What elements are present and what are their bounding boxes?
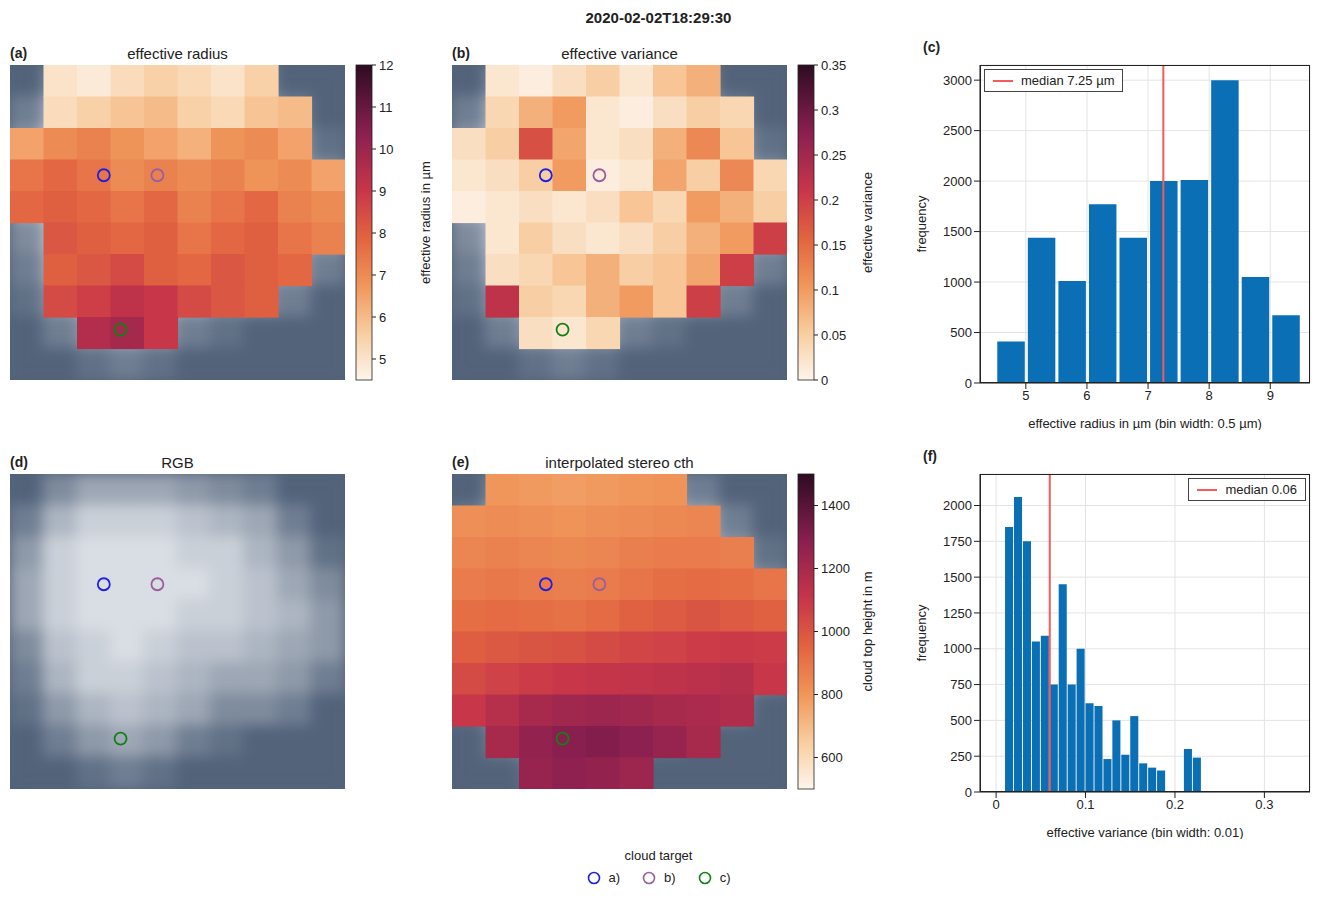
- html-text:cloud target: cloud target: [624, 848, 693, 863]
- svg-text:7: 7: [379, 268, 386, 283]
- html-text:a): a): [608, 870, 621, 885]
- svg-text:1000: 1000: [943, 641, 972, 656]
- svg-text:800: 800: [821, 687, 843, 702]
- svg-text:2500: 2500: [943, 123, 972, 138]
- html-text:effective variance: effective variance: [561, 45, 678, 62]
- html-text:median 0.06: median 0.06: [1225, 482, 1297, 497]
- svg-text:0.2: 0.2: [821, 193, 839, 208]
- svg-text:0.05: 0.05: [821, 328, 846, 343]
- svg-text:3000: 3000: [943, 73, 972, 88]
- svg-text:1750: 1750: [943, 534, 972, 549]
- html-text:RGB: RGB: [161, 454, 194, 471]
- svg-text:10: 10: [379, 142, 393, 157]
- svg-text:1200: 1200: [821, 561, 850, 576]
- svg-text:8: 8: [1206, 388, 1213, 403]
- svg-text:1250: 1250: [943, 606, 972, 621]
- svg-text:0: 0: [821, 373, 828, 388]
- svg-text:0.3: 0.3: [821, 103, 839, 118]
- svg-text:1000: 1000: [821, 624, 850, 639]
- html-text:median 7.25 µm: median 7.25 µm: [1021, 73, 1115, 88]
- svg-text:0.2: 0.2: [1166, 797, 1184, 812]
- svg-text:0.1: 0.1: [1076, 797, 1094, 812]
- svg-text:500: 500: [950, 325, 972, 340]
- html-text:(c): (c): [923, 39, 941, 55]
- svg-text:0.1: 0.1: [821, 283, 839, 298]
- html-text:interpolated stereo cth: interpolated stereo cth: [545, 454, 694, 471]
- svg-text:500: 500: [950, 713, 972, 728]
- svg-text:11: 11: [379, 100, 393, 115]
- html-text:(d): (d): [10, 454, 28, 470]
- svg-text:750: 750: [950, 677, 972, 692]
- svg-text:0: 0: [992, 797, 999, 812]
- html-text:2020-02-02T18:29:30: 2020-02-02T18:29:30: [585, 9, 732, 26]
- svg-text:12: 12: [379, 58, 393, 73]
- svg-text:2000: 2000: [943, 174, 972, 189]
- svg-text:5: 5: [379, 352, 386, 367]
- svg-text:0: 0: [965, 376, 972, 391]
- html-text:(a): (a): [10, 45, 28, 61]
- html-text:(b): (b): [452, 45, 470, 61]
- html-text:c): c): [719, 870, 731, 885]
- svg-text:9: 9: [1267, 388, 1274, 403]
- svg-text:5: 5: [1022, 388, 1029, 403]
- svg-text:1000: 1000: [943, 275, 972, 290]
- svg-text:600: 600: [821, 750, 843, 765]
- svg-text:2000: 2000: [943, 498, 972, 513]
- svg-text:1500: 1500: [943, 570, 972, 585]
- html-text:b): b): [664, 870, 676, 885]
- svg-text:8: 8: [379, 226, 386, 241]
- svg-text:9: 9: [379, 184, 386, 199]
- svg-text:cloud top height in m: cloud top height in m: [860, 572, 875, 692]
- html-text:(f): (f): [923, 448, 937, 464]
- svg-text:effective radius in µm: effective radius in µm: [418, 161, 433, 284]
- svg-text:6: 6: [1083, 388, 1090, 403]
- svg-text:effective variance: effective variance: [860, 172, 875, 273]
- svg-text:1500: 1500: [943, 224, 972, 239]
- svg-text:250: 250: [950, 749, 972, 764]
- svg-text:7: 7: [1144, 388, 1151, 403]
- svg-text:0.25: 0.25: [821, 148, 846, 163]
- svg-text:0.15: 0.15: [821, 238, 846, 253]
- svg-text:frequency: frequency: [915, 195, 929, 253]
- svg-text:0.3: 0.3: [1255, 797, 1273, 812]
- svg-text:6: 6: [379, 310, 386, 325]
- svg-text:0: 0: [965, 785, 972, 800]
- html-text:effective radius: effective radius: [127, 45, 228, 62]
- svg-text:frequency: frequency: [915, 604, 929, 662]
- svg-text:1400: 1400: [821, 498, 850, 513]
- svg-text:effective variance (bin width:: effective variance (bin width: 0.01): [1046, 825, 1243, 839]
- svg-text:effective radius in µm (bin wi: effective radius in µm (bin width: 0.5 µ…: [1028, 416, 1262, 430]
- svg-text:0.35: 0.35: [821, 58, 846, 73]
- html-text:(e): (e): [452, 454, 470, 470]
